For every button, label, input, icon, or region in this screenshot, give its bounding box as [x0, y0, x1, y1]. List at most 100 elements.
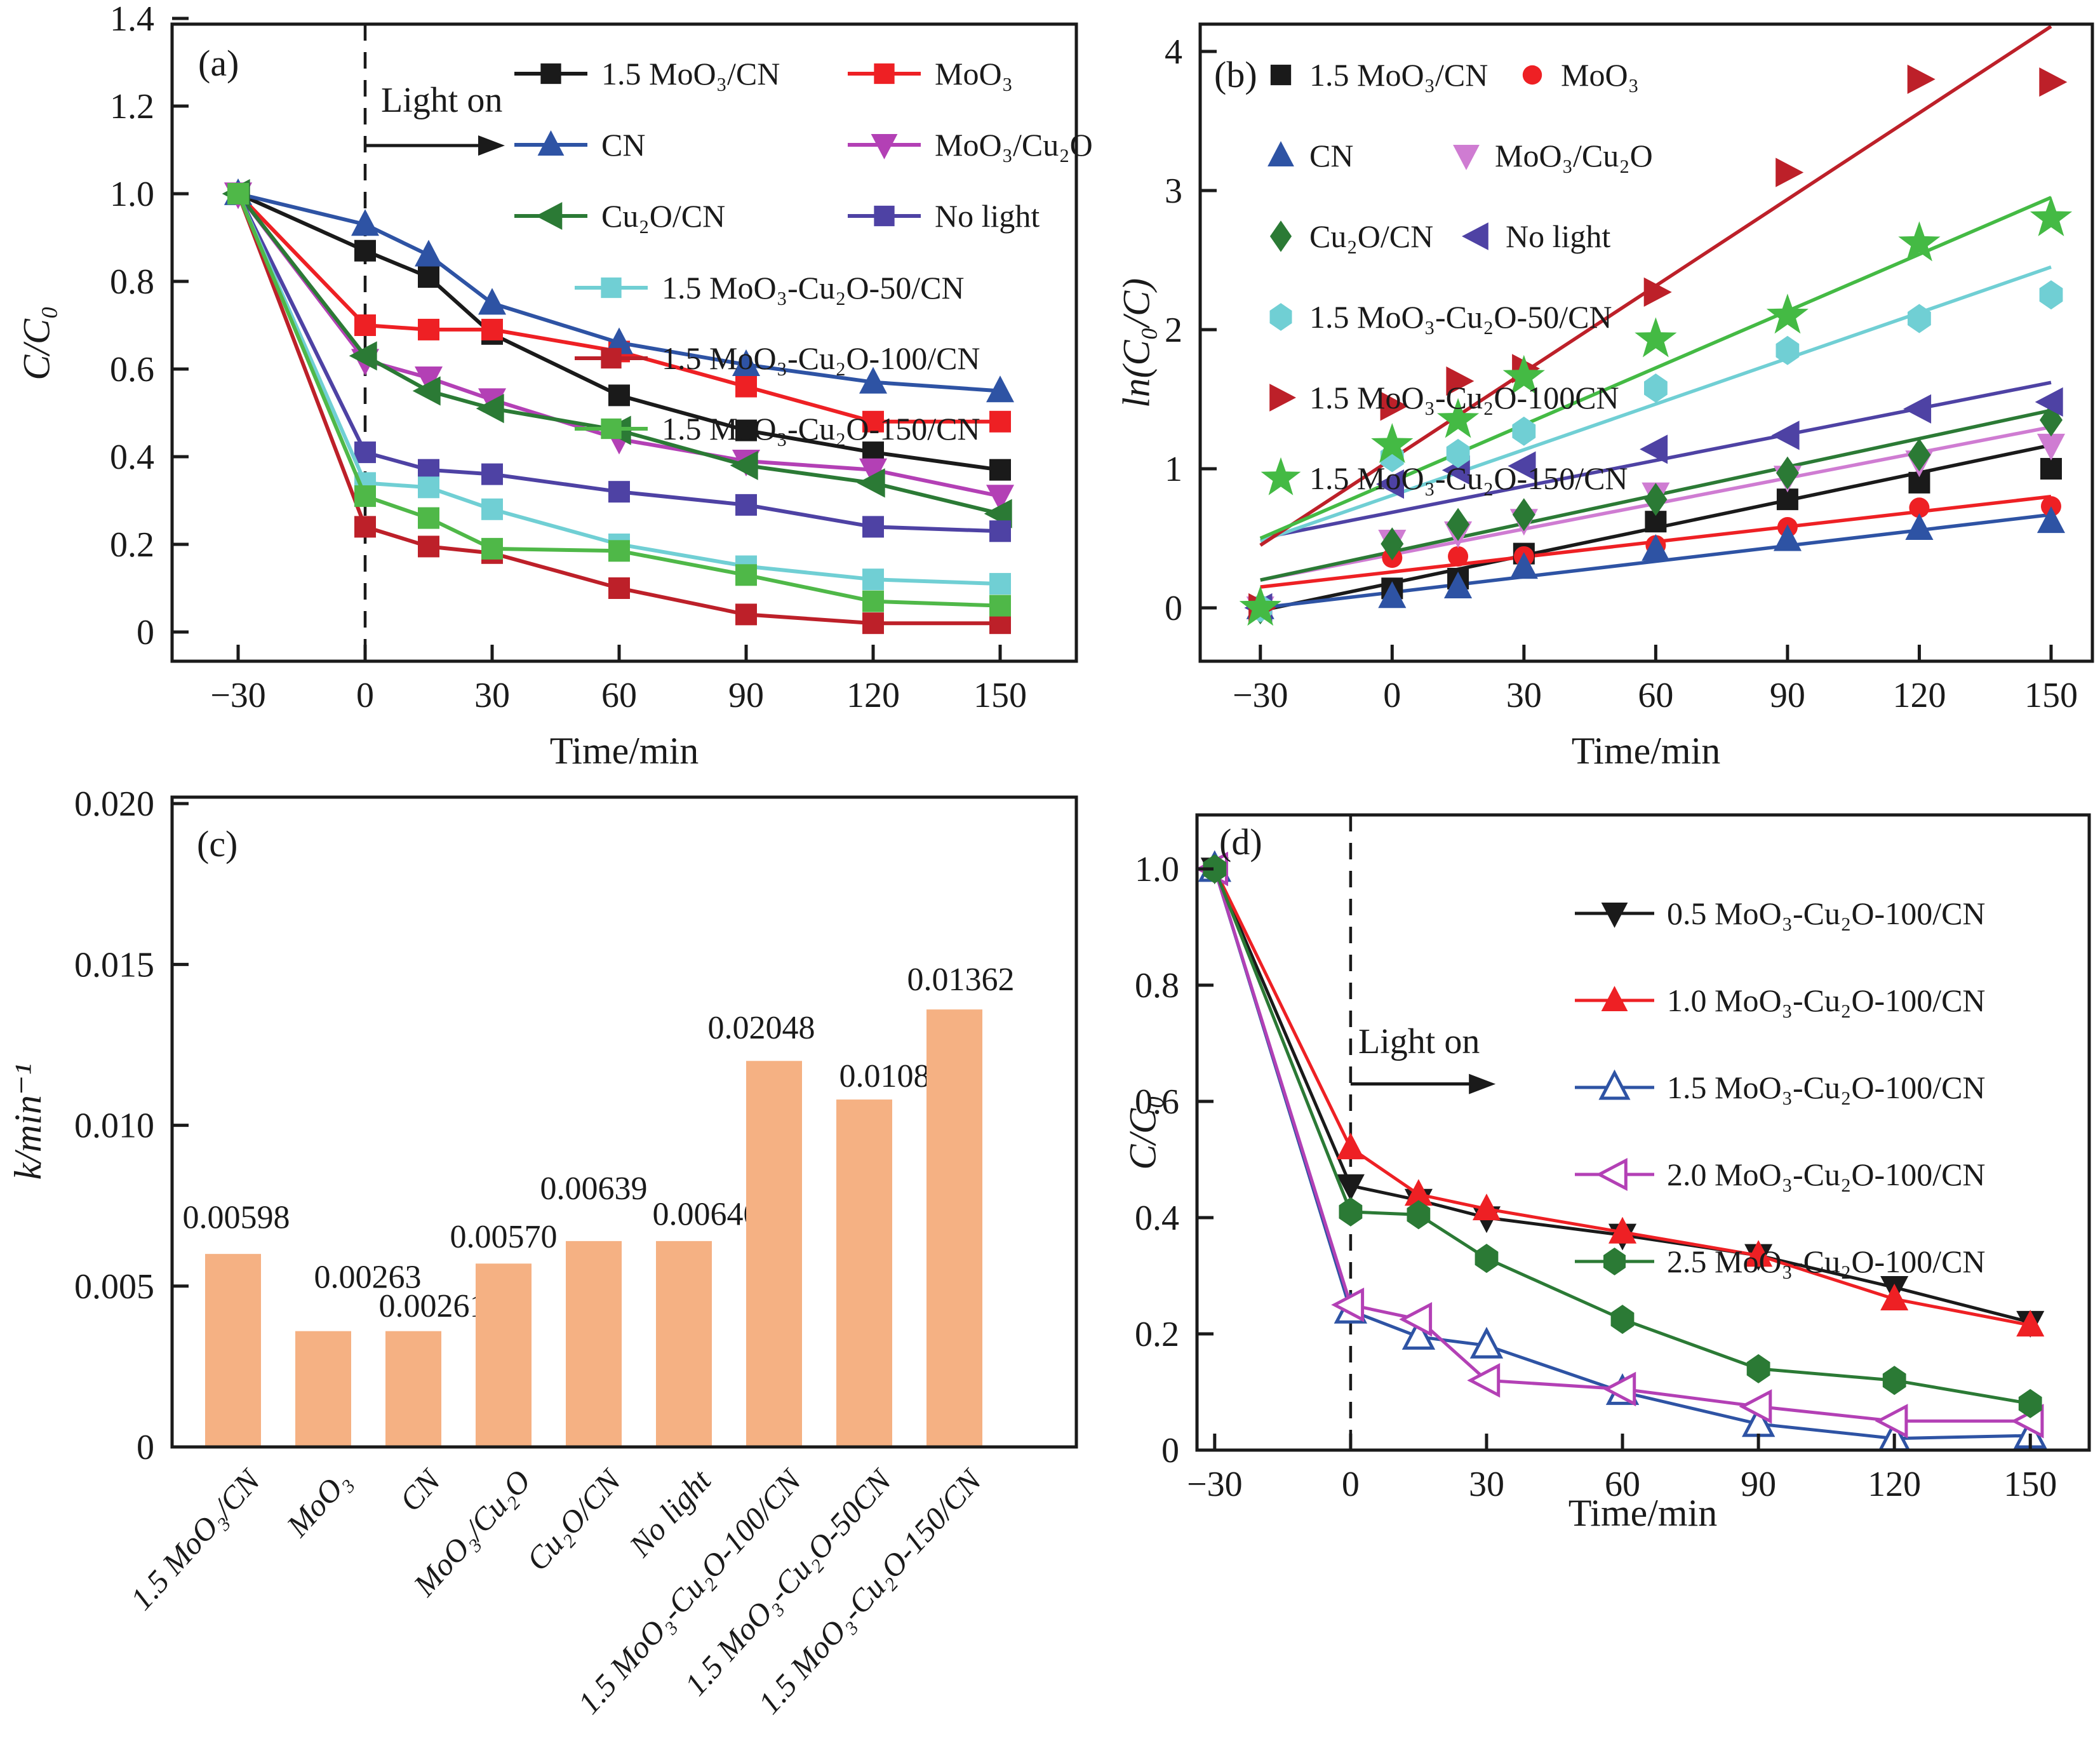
x-tick-label: 90 [728, 676, 764, 715]
light-on-annotation [363, 24, 505, 661]
x-tick-label: 30 [1506, 676, 1542, 715]
legend-label: Cu₂O/CN [601, 198, 725, 234]
series-line [1213, 868, 2031, 1423]
legend-entry-1-5-moo-cu-o-100-cn: 1.5 MoO₃-Cu₂O-100/CN [575, 340, 980, 376]
bar-1-5-moo-cn [205, 1254, 261, 1447]
legend: 1.5 MoO₃/CN MoO₃ CN MoO₃/Cu₂O Cu₂O/CN No ligh… [1261, 57, 1653, 496]
bar-value-label: 0.02048 [708, 1010, 815, 1046]
square-marker [227, 183, 249, 205]
legend-label: No light [935, 198, 1040, 234]
star-marker [2030, 196, 2073, 236]
x-tick-label: 120 [846, 676, 900, 715]
legend-label: 1.5 MoO₃-Cu₂O-100CN [1309, 380, 1619, 415]
triangle-up-marker [1509, 552, 1538, 579]
ylabel-panel-d: C/C₀ [1121, 1095, 1164, 1170]
legend-label: 1.5 MoO₃-Cu₂O-50/CN [662, 270, 965, 306]
square-marker [601, 277, 622, 299]
hexagon-marker [1882, 1366, 1906, 1395]
circle-marker [1909, 497, 1930, 518]
square-marker [481, 318, 503, 340]
triangle-down-marker [2036, 433, 2065, 461]
light-on-arrow-head [1469, 1073, 1496, 1094]
triangle-down-marker [1336, 1174, 1365, 1201]
y-tick-label: 1 [1165, 450, 1182, 489]
legend-entry-1-5-moo-cu-o-100cn: 1.5 MoO₃-Cu₂O-100CN [1269, 380, 1619, 415]
triangle-up-marker [415, 239, 443, 267]
hexagon-marker [1776, 335, 1800, 365]
bar-cn [385, 1331, 441, 1447]
legend-label: 1.5 MoO₃-Cu₂O-50/CN [1309, 299, 1612, 335]
triangle-up-marker [1608, 1216, 1637, 1244]
x-tick-label: 0 [1342, 1465, 1360, 1504]
light-on-label-d: Light on [1358, 1022, 1480, 1061]
triangle-up-marker [1905, 513, 1934, 540]
triangle-right-marker [1380, 391, 1408, 421]
x-tick-label: −30 [210, 676, 266, 715]
square-marker [989, 595, 1011, 617]
triangle-left-marker [1508, 451, 1536, 481]
light-on-annotation [1349, 815, 1496, 1450]
bar-1-5-moo-cu-o-50cn [836, 1099, 892, 1447]
triangle-left-marker [1771, 420, 1800, 450]
bar-cu-o-cn [566, 1241, 622, 1447]
square-marker [418, 318, 439, 340]
triangle-down-marker [986, 485, 1014, 512]
y-tick-label: 0.2 [1135, 1315, 1179, 1354]
axes-frame [1195, 813, 2091, 1452]
legend-entry-2-0-moo-cu-o-100-cn: 2.0 MoO₃-Cu₂O-100/CN [1575, 1157, 1986, 1192]
triangle-up-marker [537, 130, 565, 156]
y-tick-label: 1.2 [110, 87, 154, 126]
triangle-left-marker [1903, 394, 1932, 424]
legend-label: MoO₃ [1561, 57, 1639, 93]
xlabel-panel-a: Time/min [549, 730, 699, 772]
square-marker [354, 516, 376, 538]
star-marker [1898, 221, 1941, 262]
triangle-up-marker [1601, 986, 1628, 1011]
legend-entry-1-5-moo-cu-o-50-cn: 1.5 MoO₃-Cu₂O-50/CN [1269, 299, 1612, 335]
axes: −30 0 30 60 90 120 150 0 1 2 3 4 [1165, 22, 2094, 715]
square-marker [608, 577, 630, 599]
legend-label: 2.0 MoO₃-Cu₂O-100/CN [1667, 1157, 1986, 1192]
legend-entry-cn: CN [1267, 138, 1353, 173]
triangle-left-marker [1467, 1362, 1501, 1398]
x-tick-label: 90 [1770, 676, 1805, 715]
star-marker [1437, 398, 1480, 438]
legend-entry-1-0-moo-cu-o-100-cn: 1.0 MoO₃-Cu₂O-100/CN [1575, 983, 1986, 1018]
square-marker [481, 537, 503, 560]
legend-entry-0-5-moo-cu-o-100-cn: 0.5 MoO₃-Cu₂O-100/CN [1575, 896, 1986, 931]
hexagon-marker [1446, 438, 1470, 468]
triangle-left-marker [1399, 1301, 1433, 1337]
series-1-5-moo-cu-o-150-cn [1239, 196, 2073, 626]
diamond-marker [1512, 498, 1535, 532]
category-label: Cu₂O/CN [519, 1462, 629, 1577]
square-marker [989, 520, 1011, 542]
light-on-label-a: Light on [381, 81, 503, 120]
legend-entry-cu-o-cn: Cu₂O/CN [1269, 219, 1433, 254]
hexagon-marker [1512, 416, 1536, 446]
triangle-up-marker [1378, 581, 1407, 609]
bar-value-label: 0.00570 [450, 1219, 558, 1255]
bar-value-label: 0.00598 [183, 1200, 290, 1236]
triangle-up-marker [1444, 572, 1473, 598]
bar-moo-cu-o [476, 1263, 532, 1447]
hexagon-marker [2018, 1389, 2042, 1418]
panel-letter-d: (d) [1219, 821, 1262, 863]
legend-entry-1-5-moo-cu-o-50-cn: 1.5 MoO₃-Cu₂O-50/CN [575, 270, 965, 306]
panel-letter-b: (b) [1214, 54, 1257, 95]
square-marker [418, 266, 439, 288]
series-1-0-moo-cu-o-100-cn [1200, 853, 2045, 1337]
legend-entry-2-5-moo-cu-o-100-cn: 2.5 MoO₃-Cu₂O-100/CN [1575, 1244, 1986, 1279]
triangle-left-marker [1596, 1157, 1628, 1192]
triangle-right-marker [1643, 277, 1672, 307]
triangle-left-marker [349, 341, 377, 371]
square-marker [354, 441, 376, 464]
square-marker [874, 205, 895, 227]
legend-label: 1.5 MoO₃/CN [601, 56, 780, 91]
bar-1-5-moo-cu-o-100-cn [746, 1061, 802, 1447]
legend-entry-moo-cu-o: MoO₃/Cu₂O [848, 127, 1093, 163]
legend-label: 1.5 MoO₃/CN [1309, 57, 1488, 93]
series-group [222, 178, 1014, 635]
diamond-marker [1381, 527, 1404, 561]
square-marker [989, 459, 1011, 481]
